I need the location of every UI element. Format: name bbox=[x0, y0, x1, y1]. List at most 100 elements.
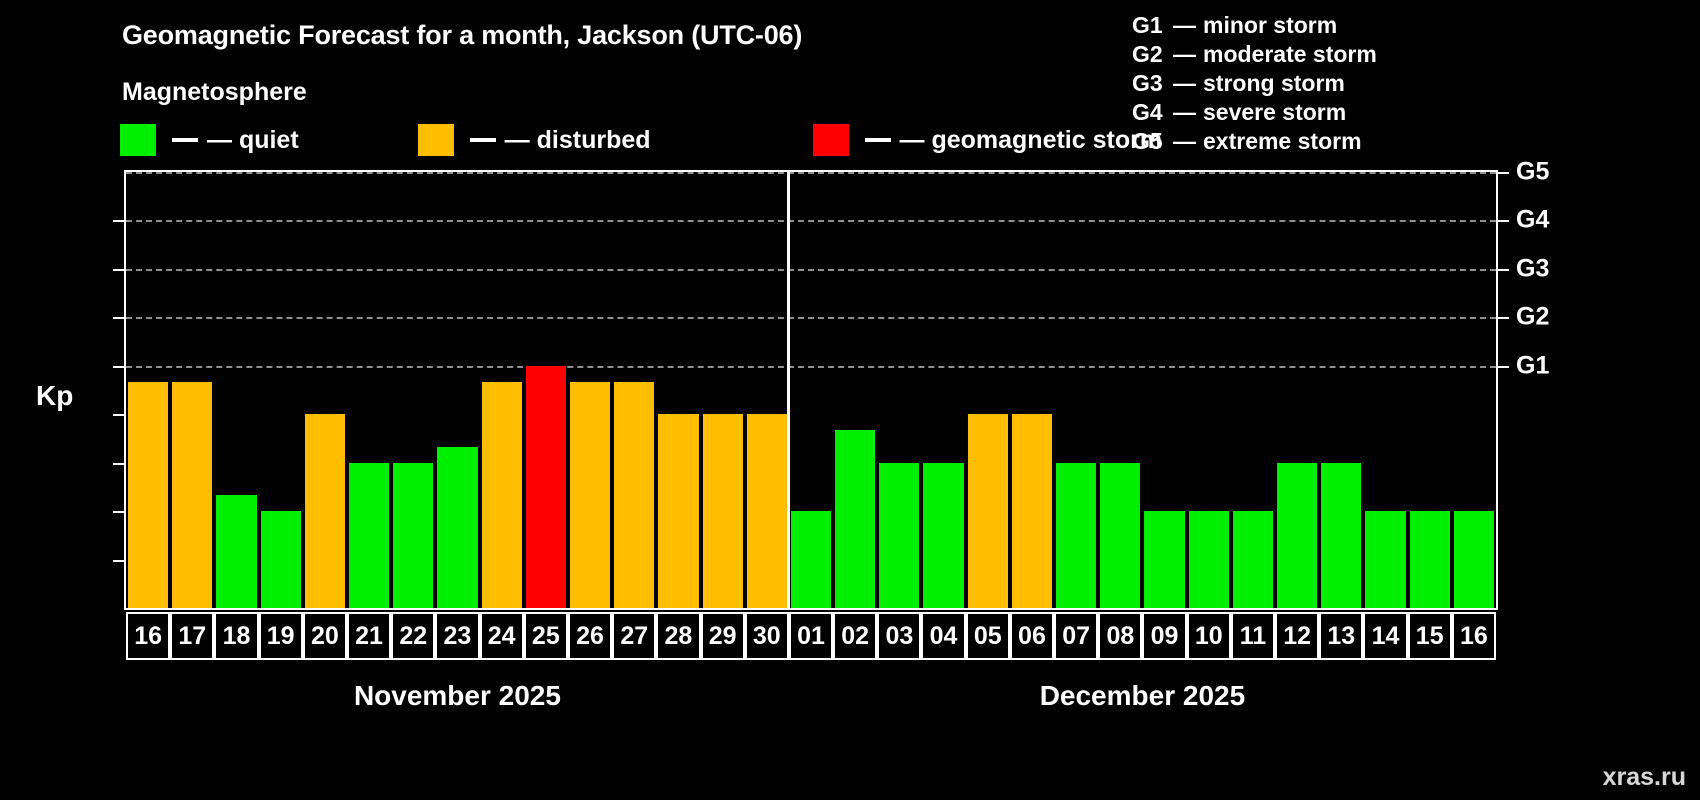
day-label-december-07[interactable]: 07 bbox=[1054, 612, 1099, 660]
gridline-kp-8 bbox=[126, 220, 1496, 223]
bar-december-06 bbox=[1011, 414, 1053, 608]
day-label-november-19[interactable]: 19 bbox=[258, 612, 303, 660]
g-scale-row-g2: G2 — moderate storm bbox=[1132, 40, 1377, 69]
day-label-december-12[interactable]: 12 bbox=[1275, 612, 1320, 660]
day-label-november-28[interactable]: 28 bbox=[656, 612, 701, 660]
g-axis-label-g4: G4 bbox=[1516, 205, 1550, 234]
day-label-december-16[interactable]: 16 bbox=[1451, 612, 1496, 660]
g-axis-label-g1: G1 bbox=[1516, 351, 1550, 380]
day-label-december-11[interactable]: 11 bbox=[1230, 612, 1276, 660]
month-caption-december: December 2025 bbox=[1039, 680, 1246, 711]
g-scale-row-g5: G5 — extreme storm bbox=[1132, 127, 1377, 156]
g-scale-row-g3: G3 — strong storm bbox=[1132, 69, 1377, 98]
day-label-december-09[interactable]: 09 bbox=[1142, 612, 1187, 660]
day-label-november-29[interactable]: 29 bbox=[700, 612, 745, 660]
bar-november-29 bbox=[702, 414, 743, 608]
g-scale-description: moderate storm bbox=[1203, 41, 1377, 67]
g-scale-code: G1 bbox=[1132, 12, 1163, 38]
legend-entry-quiet: — quiet bbox=[120, 124, 299, 156]
plot-area bbox=[124, 170, 1498, 610]
bar-november-20 bbox=[304, 414, 345, 608]
y-tick-mark-6 bbox=[113, 317, 125, 320]
day-label-november-21[interactable]: 21 bbox=[346, 612, 392, 660]
bar-december-08 bbox=[1100, 462, 1141, 608]
day-label-november-24[interactable]: 24 bbox=[479, 612, 524, 660]
g-scale-description: strong storm bbox=[1203, 70, 1345, 96]
day-label-december-02[interactable]: 02 bbox=[833, 612, 878, 660]
g-scale-row-g4: G4 — severe storm bbox=[1132, 98, 1377, 127]
g-axis-label-g5: G5 bbox=[1516, 157, 1550, 186]
y-tick-mark-8 bbox=[113, 220, 125, 223]
day-axis: 16 17 18 19 20 21 22 23 24 25 26 27 28 29 30 01 02 03 04 05… bbox=[124, 612, 1498, 660]
day-label-november-22[interactable]: 22 bbox=[391, 612, 436, 660]
gridline-kp-6 bbox=[126, 317, 1496, 320]
legend-dash-quiet bbox=[172, 138, 198, 142]
g-scale-description: extreme storm bbox=[1203, 128, 1362, 154]
day-label-november-27[interactable]: 27 bbox=[612, 612, 657, 660]
bar-december-16 bbox=[1453, 511, 1494, 608]
day-label-november-25[interactable]: 25 bbox=[523, 612, 568, 660]
watermark: xras.ru bbox=[1602, 763, 1686, 791]
month-divider bbox=[787, 172, 791, 608]
g-scale-separator: — bbox=[1173, 12, 1196, 38]
page-title: Geomagnetic Forecast for a month, Jackso… bbox=[122, 20, 803, 50]
g-axis-tick-g3 bbox=[1497, 268, 1509, 271]
day-label-november-30[interactable]: 30 bbox=[744, 612, 789, 660]
bar-november-26 bbox=[569, 381, 611, 608]
day-label-december-10[interactable]: 10 bbox=[1186, 612, 1231, 660]
day-label-november-18[interactable]: 18 bbox=[214, 612, 259, 660]
day-label-november-16[interactable]: 16 bbox=[126, 612, 171, 660]
g-axis-tick-g5 bbox=[1497, 172, 1509, 174]
day-label-december-03[interactable]: 03 bbox=[877, 612, 922, 660]
y-axis-title: Kp bbox=[36, 380, 74, 411]
day-label-december-08[interactable]: 08 bbox=[1098, 612, 1143, 660]
day-label-december-06[interactable]: 06 bbox=[1009, 612, 1055, 660]
g-scale-code: G4 bbox=[1132, 99, 1163, 125]
g-scale-row-g1: G1 — minor storm bbox=[1132, 11, 1377, 40]
day-label-december-14[interactable]: 14 bbox=[1363, 612, 1408, 660]
bar-november-17 bbox=[172, 381, 213, 608]
g-scale-separator: — bbox=[1173, 128, 1196, 154]
bar-december-14 bbox=[1365, 511, 1406, 608]
day-label-december-15[interactable]: 15 bbox=[1407, 612, 1452, 660]
legend-swatch-disturbed bbox=[417, 124, 454, 156]
legend-swatch-quiet bbox=[120, 124, 156, 156]
bar-november-19 bbox=[260, 511, 301, 608]
day-label-december-13[interactable]: 13 bbox=[1319, 612, 1364, 660]
g-axis-label-g2: G2 bbox=[1516, 302, 1550, 331]
day-label-november-17[interactable]: 17 bbox=[170, 612, 215, 660]
g-scale-separator: — bbox=[1173, 99, 1196, 125]
legend-label-disturbed: — disturbed bbox=[504, 125, 651, 154]
g-scale-code: G3 bbox=[1132, 70, 1163, 96]
legend-dash-storm bbox=[864, 138, 891, 142]
g-scale-code: G5 bbox=[1132, 128, 1163, 154]
bar-december-04 bbox=[923, 462, 964, 608]
color-legend: — quiet — disturbed — geomagnetic storm bbox=[120, 120, 1204, 160]
bar-december-12 bbox=[1277, 462, 1318, 608]
day-label-november-20[interactable]: 20 bbox=[302, 612, 347, 660]
gridline-kp-7 bbox=[126, 268, 1496, 271]
bar-december-09 bbox=[1144, 511, 1185, 608]
legend-dash-disturbed bbox=[469, 138, 496, 142]
bar-december-02 bbox=[835, 430, 876, 608]
gridline-kp-5 bbox=[126, 365, 1496, 368]
bar-november-27 bbox=[614, 381, 655, 608]
y-tick-mark-5 bbox=[113, 365, 125, 368]
g-scale-legend: G1 — minor storm G2 — moderate storm G3 — strong… bbox=[1132, 11, 1377, 156]
bar-november-16 bbox=[128, 381, 169, 608]
bar-december-10 bbox=[1188, 511, 1229, 608]
legend-swatch-storm bbox=[812, 124, 849, 156]
gridline-kp-9 bbox=[126, 172, 1496, 174]
legend-entry-disturbed: — disturbed bbox=[417, 124, 651, 156]
legend-label-storm: — geomagnetic storm bbox=[899, 125, 1163, 154]
y-tick-mark-3 bbox=[113, 462, 125, 465]
day-label-december-05[interactable]: 05 bbox=[965, 612, 1010, 660]
bar-december-01 bbox=[790, 511, 832, 608]
day-label-november-23[interactable]: 23 bbox=[435, 612, 480, 660]
day-label-december-04[interactable]: 04 bbox=[921, 612, 966, 660]
bar-november-28 bbox=[658, 414, 699, 608]
day-label-november-26[interactable]: 26 bbox=[567, 612, 613, 660]
day-label-december-01[interactable]: 01 bbox=[788, 612, 834, 660]
y-tick-mark-1 bbox=[113, 559, 125, 562]
g-axis-tick-g2 bbox=[1497, 317, 1509, 320]
